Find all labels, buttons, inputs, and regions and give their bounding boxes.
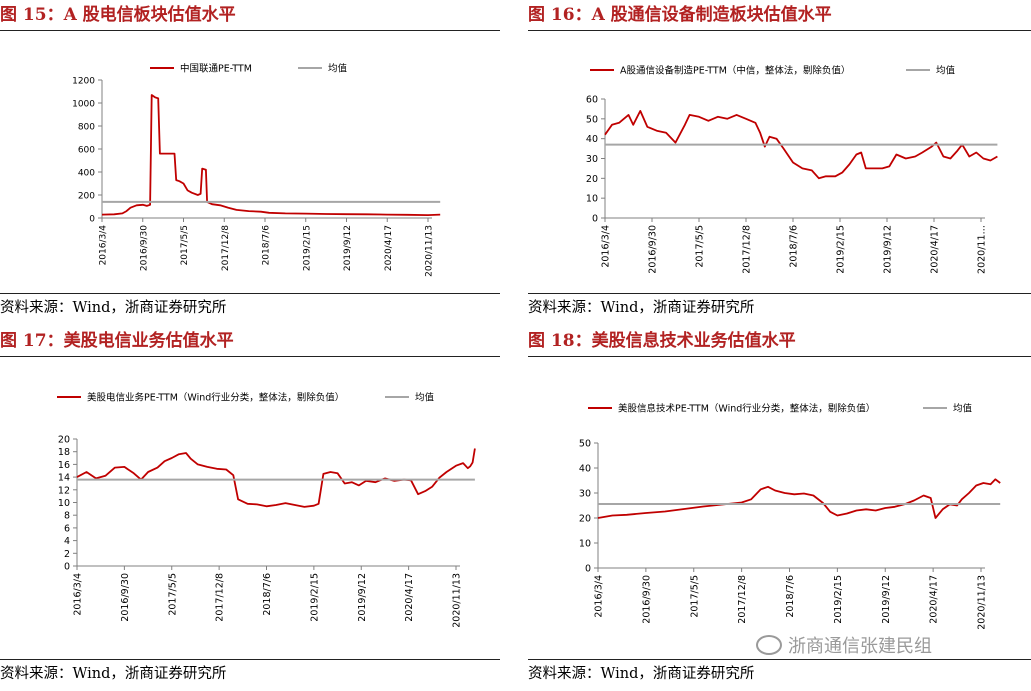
figure-panel-3: 图 17：美股电信业务估值水平 0 2 4 6 8 10 12 14 16 18 20 2016/3/… bbox=[0, 326, 500, 691]
y-tick-label: 10 bbox=[579, 539, 591, 550]
legend-label: 中国联通PE-TTM bbox=[180, 63, 252, 75]
y-tick-label: 18 bbox=[58, 447, 70, 458]
source-note: 资料来源：Wind，浙商证券研究所 bbox=[0, 293, 500, 320]
x-tick-label: 2020/4/17 bbox=[930, 225, 941, 274]
x-tick-label: 2018/7/6 bbox=[262, 573, 273, 616]
x-tick-label: 2020/4/17 bbox=[929, 575, 940, 624]
y-tick-label: 0 bbox=[592, 214, 598, 225]
x-tick-label: 2017/5/5 bbox=[695, 225, 706, 268]
y-tick-label: 40 bbox=[579, 464, 591, 475]
wechat-icon bbox=[756, 635, 782, 655]
source-note: 资料来源：Wind，浙商证券研究所 bbox=[528, 659, 1031, 686]
y-tick-label: 14 bbox=[58, 473, 70, 484]
chart-1: 0 200 400 600 800 1000 1200 2016/3/4 2016/9/30 20… bbox=[72, 63, 441, 277]
x-tick-label: 2020/4/17 bbox=[404, 573, 415, 622]
y-tick-label: 20 bbox=[586, 174, 598, 185]
y-tick-label: 400 bbox=[78, 169, 95, 179]
y-tick-label: 20 bbox=[579, 514, 591, 525]
y-tick-label: 8 bbox=[64, 511, 70, 522]
y-tick-label: 2 bbox=[64, 549, 70, 560]
y-tick-label: 0 bbox=[64, 562, 70, 573]
x-tick-label: 2020/4/17 bbox=[384, 225, 394, 271]
legend-label: 均值 bbox=[953, 403, 973, 415]
x-tick-label: 2016/3/4 bbox=[594, 575, 605, 618]
figure-panel-4: 图 18：美股信息技术业务估值水平 0 10 20 30 40 50 2016/3/4 201… bbox=[528, 326, 1031, 691]
source-note: 资料来源：Wind，浙商证券研究所 bbox=[0, 659, 500, 686]
y-tick-label: 30 bbox=[586, 154, 598, 165]
y-tick-label: 10 bbox=[58, 498, 70, 509]
x-tick-label: 2020/11… bbox=[977, 225, 988, 274]
x-tick-label: 2018/7/6 bbox=[262, 225, 272, 266]
x-tick-label: 2018/7/6 bbox=[789, 225, 800, 268]
y-tick-label: 200 bbox=[78, 192, 95, 202]
figure-title: 图 18：美股信息技术业务估值水平 bbox=[528, 326, 1031, 357]
x-tick-label: 2019/9/12 bbox=[883, 225, 894, 274]
legend-label: A股通信设备制造PE-TTM（中信，整体法，剔除负值） bbox=[620, 65, 850, 77]
y-tick-label: 1000 bbox=[72, 100, 95, 110]
y-tick-label: 16 bbox=[58, 460, 70, 471]
x-tick-label: 2016/9/30 bbox=[120, 573, 131, 622]
y-tick-label: 30 bbox=[579, 489, 591, 500]
pe-series-line bbox=[76, 448, 476, 508]
source-note: 资料来源：Wind，浙商证券研究所 bbox=[528, 293, 1031, 320]
y-tick-label: 20 bbox=[58, 435, 70, 446]
figure-title: 图 15：A 股电信板块估值水平 bbox=[0, 0, 500, 31]
y-tick-label: 800 bbox=[78, 123, 95, 133]
y-tick-label: 50 bbox=[579, 439, 591, 450]
figure-title: 图 16：A 股通信设备制造板块估值水平 bbox=[528, 0, 1031, 31]
y-tick-label: 600 bbox=[78, 146, 95, 156]
x-tick-label: 2016/9/30 bbox=[648, 225, 659, 274]
x-tick-label: 2017/12/8 bbox=[737, 575, 748, 624]
x-tick-label: 2019/2/15 bbox=[833, 575, 844, 624]
x-tick-label: 2016/3/4 bbox=[601, 225, 612, 268]
x-tick-label: 2019/2/15 bbox=[302, 225, 312, 271]
x-tick-label: 2020/11/13 bbox=[977, 575, 988, 630]
chart-4: 0 10 20 30 40 50 2016/3/4 2016/9/30 2017/5/5 2017… bbox=[579, 403, 1001, 630]
legend-label: 美股电信业务PE-TTM（Wind行业分类，整体法，剔除负值） bbox=[87, 392, 344, 404]
x-tick-label: 2016/9/30 bbox=[139, 225, 149, 271]
x-tick-label: 2017/12/8 bbox=[221, 225, 231, 271]
x-tick-label: 2017/12/8 bbox=[742, 225, 753, 274]
legend-label: 均值 bbox=[936, 65, 956, 77]
x-tick-label: 2016/9/30 bbox=[641, 575, 652, 624]
x-tick-label: 2017/12/8 bbox=[215, 573, 226, 622]
x-tick-label: 2019/9/12 bbox=[881, 575, 892, 624]
watermark-text: 浙商通信张建民组 bbox=[788, 636, 932, 657]
x-tick-label: 2018/7/6 bbox=[785, 575, 796, 618]
x-tick-label: 2016/3/4 bbox=[73, 573, 84, 616]
x-tick-label: 2017/5/5 bbox=[167, 573, 178, 616]
legend-label: 均值 bbox=[415, 392, 435, 404]
legend-label: 均值 bbox=[328, 63, 348, 75]
watermark: 浙商通信张建民组 bbox=[756, 634, 932, 660]
x-tick-label: 2017/5/5 bbox=[180, 225, 190, 265]
pe-series-line bbox=[597, 478, 1001, 519]
figure-panel-1: 图 15：A 股电信板块估值水平 0 200 400 600 800 1000 1200 20… bbox=[0, 0, 500, 320]
y-tick-label: 6 bbox=[64, 523, 70, 534]
x-tick-label: 2017/5/5 bbox=[689, 575, 700, 618]
y-tick-label: 10 bbox=[586, 194, 598, 205]
x-tick-label: 2019/2/15 bbox=[836, 225, 847, 274]
x-tick-label: 2019/2/15 bbox=[309, 573, 320, 622]
legend-label: 美股信息技术PE-TTM（Wind行业分类，整体法，剔除负值） bbox=[618, 403, 875, 415]
y-tick-label: 0 bbox=[89, 215, 95, 225]
x-tick-label: 2019/9/12 bbox=[343, 225, 353, 271]
y-tick-label: 50 bbox=[586, 114, 598, 125]
x-tick-label: 2019/9/12 bbox=[357, 573, 368, 622]
y-tick-label: 4 bbox=[64, 536, 70, 547]
chart-2: 0 10 20 30 40 50 60 2016/3/4 2016/9/30 2017/5/5 20… bbox=[586, 65, 998, 274]
y-tick-label: 40 bbox=[586, 134, 598, 145]
pe-series-line bbox=[604, 110, 998, 180]
x-tick-label: 2020/11/13 bbox=[425, 225, 435, 277]
y-tick-label: 12 bbox=[58, 485, 70, 496]
x-tick-label: 2016/3/4 bbox=[99, 225, 109, 266]
x-tick-label: 2020/11/13 bbox=[452, 573, 463, 628]
y-tick-label: 1200 bbox=[72, 77, 95, 87]
figure-title: 图 17：美股电信业务估值水平 bbox=[0, 326, 500, 357]
y-tick-label: 0 bbox=[585, 564, 591, 575]
figure-panel-2: 图 16：A 股通信设备制造板块估值水平 0 10 20 30 40 50 60 2016/3… bbox=[528, 0, 1031, 320]
y-tick-label: 60 bbox=[586, 95, 598, 106]
pe-series-line bbox=[101, 94, 441, 216]
